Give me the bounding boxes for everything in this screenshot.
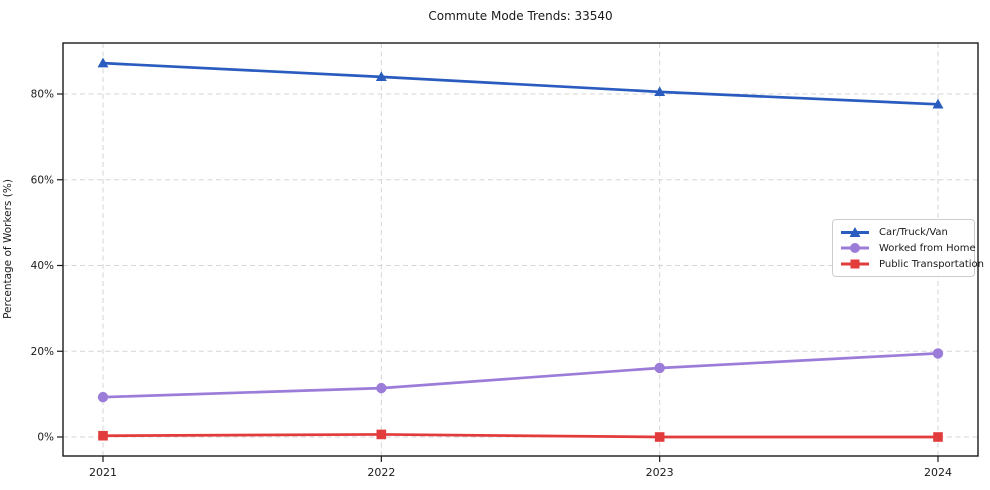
series-line-public-transportation <box>101 433 940 439</box>
data-point-circle-icon <box>932 348 944 359</box>
series-line-worked-from-home <box>101 352 940 399</box>
y-tick-label: 80% <box>31 89 54 101</box>
data-point-square-icon <box>98 430 108 441</box>
y-tick-label: 20% <box>31 346 54 358</box>
data-point-circle-icon <box>654 362 665 374</box>
data-point-square-icon <box>654 432 665 442</box>
legend-marker-circle-icon <box>841 243 869 253</box>
plot-border <box>62 42 979 457</box>
legend-label-car-truck-van: Car/Truck/Van <box>879 226 948 238</box>
chart-title: Commute Mode Trends: 33540 <box>428 9 613 23</box>
x-tick-label: 2021 <box>89 466 117 479</box>
legend-marker-square-icon <box>841 259 869 269</box>
series-line-car-truck-van <box>101 61 940 106</box>
legend-item-worked-from-home: Worked from Home <box>840 240 976 256</box>
y-axis-label: Percentage of Workers (%) <box>2 179 14 319</box>
legend-item-car-truck-van: Car/Truck/Van <box>840 224 968 240</box>
x-tick-label: 2024 <box>924 466 952 479</box>
data-point-triangle-icon <box>375 71 387 82</box>
data-point-square-icon <box>933 432 943 442</box>
x-tick-label: 2023 <box>646 466 674 479</box>
data-point-triangle-icon <box>654 86 666 97</box>
data-point-triangle-icon <box>932 98 944 109</box>
data-point-square-icon <box>376 429 387 440</box>
legend-label-public-transportation: Public Transportation <box>879 258 984 270</box>
legend-item-public-transportation: Public Transportation <box>840 256 984 272</box>
x-tick-label: 2022 <box>367 466 395 479</box>
data-point-triangle-icon <box>97 57 109 68</box>
data-point-circle-icon <box>376 382 387 394</box>
legend: Car/Truck/Van Worked from Home Public Tr… <box>832 219 984 277</box>
y-tick-label: 40% <box>31 260 54 272</box>
y-tick-label: 0% <box>37 432 54 444</box>
y-tick-label: 60% <box>31 174 54 186</box>
data-point-circle-icon <box>97 391 109 403</box>
legend-label-worked-from-home: Worked from Home <box>879 242 976 254</box>
legend-marker-triangle-icon <box>841 227 869 237</box>
